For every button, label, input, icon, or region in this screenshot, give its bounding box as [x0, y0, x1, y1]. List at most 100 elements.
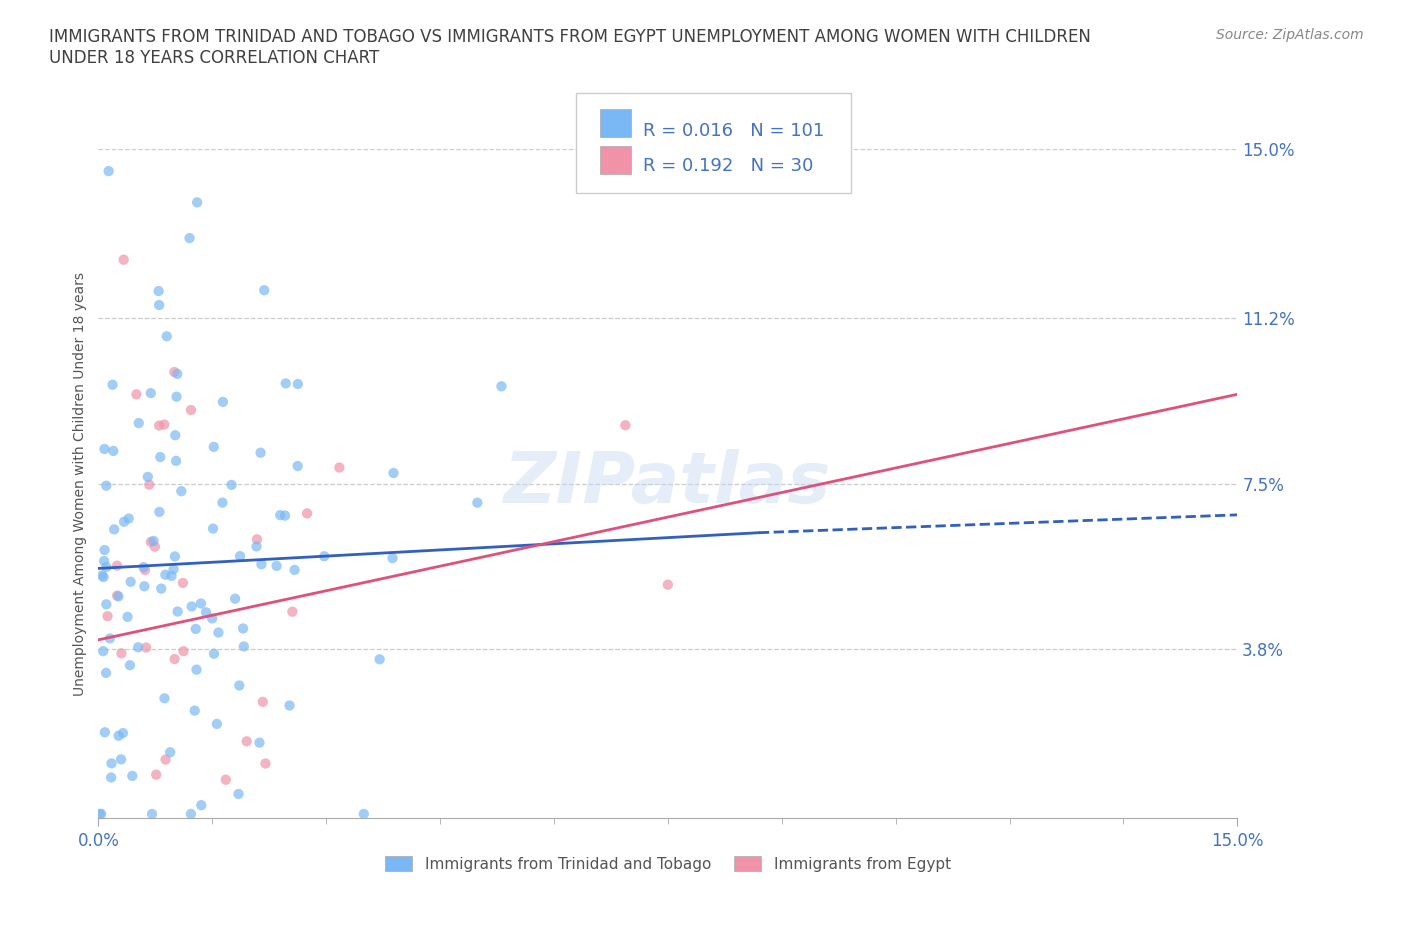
- Point: [91, 644, 114, 658]
- Point: [89, 806, 111, 821]
- Point: [165, 454, 187, 469]
- Point: [97, 164, 120, 179]
- Point: [107, 589, 129, 604]
- Point: [281, 604, 304, 619]
- Point: [284, 563, 307, 578]
- Point: [190, 596, 212, 611]
- Point: [179, 231, 201, 246]
- Point: [186, 662, 208, 677]
- Point: [149, 449, 172, 464]
- Text: Source: ZipAtlas.com: Source: ZipAtlas.com: [1216, 28, 1364, 42]
- Point: [96, 597, 118, 612]
- Point: [212, 394, 235, 409]
- Point: [93, 542, 115, 557]
- Point: [657, 578, 679, 592]
- Point: [205, 716, 228, 731]
- Point: [93, 569, 115, 584]
- Point: [353, 806, 375, 821]
- Point: [274, 508, 297, 523]
- Point: [134, 563, 156, 578]
- Point: [269, 508, 291, 523]
- Point: [368, 652, 391, 667]
- Point: [96, 560, 118, 575]
- Point: [190, 798, 212, 813]
- Point: [121, 768, 143, 783]
- Point: [98, 631, 121, 645]
- Point: [105, 558, 128, 573]
- Point: [211, 495, 233, 510]
- Point: [117, 609, 139, 624]
- Point: [141, 806, 163, 821]
- Point: [180, 806, 202, 821]
- Text: R = 0.192   N = 30: R = 0.192 N = 30: [643, 157, 813, 175]
- Point: [100, 756, 122, 771]
- Point: [228, 787, 250, 802]
- Point: [143, 539, 166, 554]
- Point: [228, 678, 250, 693]
- Point: [201, 521, 224, 536]
- Point: [125, 387, 148, 402]
- Legend: Immigrants from Trinidad and Tobago, Immigrants from Egypt: Immigrants from Trinidad and Tobago, Imm…: [378, 850, 957, 878]
- Point: [163, 652, 186, 667]
- Point: [156, 329, 179, 344]
- Point: [97, 609, 120, 624]
- Point: [295, 506, 318, 521]
- Point: [252, 695, 274, 710]
- Point: [202, 646, 225, 661]
- Point: [118, 512, 141, 526]
- Point: [250, 557, 273, 572]
- Point: [94, 666, 117, 681]
- Point: [127, 640, 149, 655]
- Point: [90, 806, 112, 821]
- Point: [148, 418, 170, 433]
- Point: [150, 581, 173, 596]
- Point: [111, 725, 134, 740]
- Y-axis label: Unemployment Among Women with Children Under 18 years: Unemployment Among Women with Children U…: [73, 272, 87, 696]
- Point: [112, 514, 135, 529]
- Point: [155, 567, 177, 582]
- Point: [132, 560, 155, 575]
- Point: [246, 532, 269, 547]
- Point: [96, 478, 118, 493]
- Text: IMMIGRANTS FROM TRINIDAD AND TOBAGO VS IMMIGRANTS FROM EGYPT UNEMPLOYMENT AMONG : IMMIGRANTS FROM TRINIDAD AND TOBAGO VS I…: [49, 28, 1091, 67]
- Point: [134, 578, 156, 593]
- Point: [229, 549, 252, 564]
- Point: [148, 298, 170, 312]
- Point: [266, 558, 288, 573]
- Point: [135, 640, 157, 655]
- Point: [91, 568, 114, 583]
- Point: [274, 376, 297, 391]
- Point: [249, 445, 271, 460]
- Point: [467, 495, 489, 510]
- Point: [491, 379, 513, 393]
- Point: [136, 470, 159, 485]
- Point: [159, 745, 181, 760]
- Point: [254, 756, 277, 771]
- Point: [221, 477, 243, 492]
- Point: [139, 535, 162, 550]
- Point: [160, 568, 183, 583]
- Point: [107, 728, 129, 743]
- Point: [118, 658, 141, 672]
- Point: [245, 539, 267, 554]
- Point: [173, 644, 195, 658]
- Point: [201, 611, 224, 626]
- Point: [153, 417, 176, 432]
- Point: [232, 621, 254, 636]
- Point: [224, 591, 246, 606]
- Point: [287, 377, 309, 392]
- Point: [186, 195, 208, 210]
- Point: [381, 551, 404, 565]
- Point: [166, 604, 188, 619]
- Point: [287, 458, 309, 473]
- Point: [94, 724, 117, 739]
- Point: [128, 416, 150, 431]
- Point: [120, 575, 142, 590]
- Point: [103, 444, 125, 458]
- Point: [153, 691, 176, 706]
- Point: [165, 428, 187, 443]
- Point: [100, 770, 122, 785]
- Text: R = 0.016   N = 101: R = 0.016 N = 101: [643, 122, 824, 140]
- Point: [328, 460, 350, 475]
- Point: [145, 767, 167, 782]
